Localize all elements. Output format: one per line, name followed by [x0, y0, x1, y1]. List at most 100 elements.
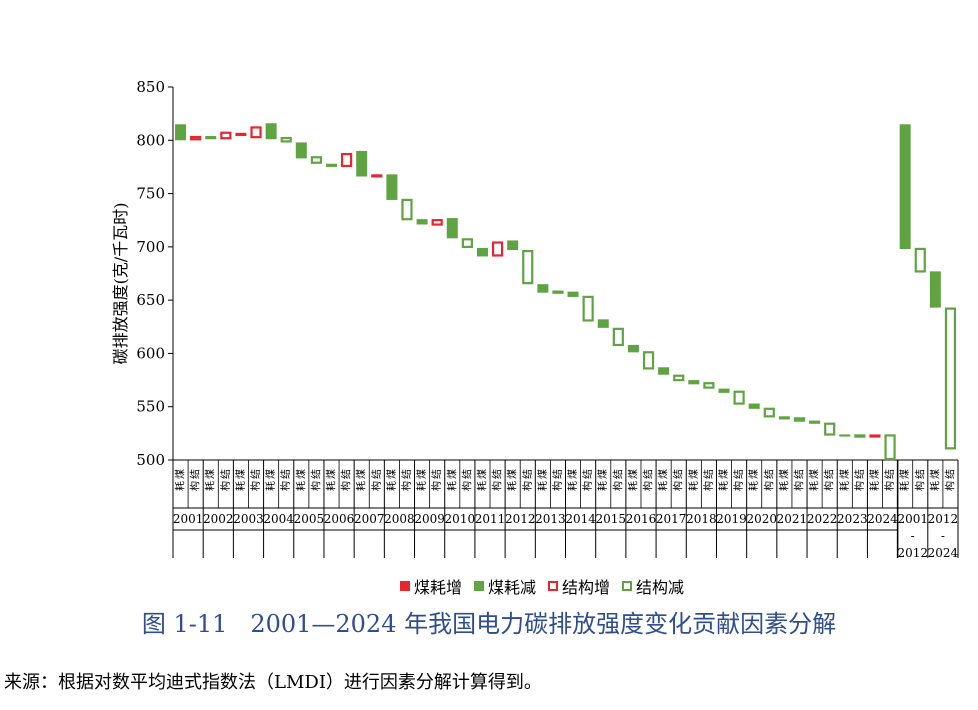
- category-sub-label: 构: [913, 481, 926, 491]
- category-sub-label: 耗: [326, 481, 338, 491]
- category-sub-label: 耗: [386, 481, 398, 491]
- category-sub-label: 耗: [205, 481, 217, 491]
- bar-coal-decrease: [688, 380, 700, 385]
- category-sub-label: 耗: [476, 481, 488, 491]
- category-year-label: 2019: [716, 512, 747, 526]
- category-sub-label: 结: [672, 469, 685, 479]
- category-sub-label: 耗: [537, 481, 549, 491]
- category-sub-label: 煤: [898, 469, 911, 479]
- category-year-label: 2001: [173, 512, 204, 526]
- category-sub-label: 煤: [626, 469, 639, 479]
- bar-structure-decrease: [824, 422, 836, 436]
- bar-structure-increase: [371, 174, 383, 178]
- bar-structure-decrease: [612, 327, 624, 347]
- category-sub-label: 煤: [868, 469, 881, 479]
- bar-structure-decrease: [884, 434, 896, 461]
- category-sub-label: 构: [792, 481, 805, 491]
- bar-coal-decrease: [265, 123, 277, 140]
- bar-coal-decrease: [476, 247, 488, 257]
- category-period-label: -: [941, 529, 945, 543]
- bar-structure-decrease: [401, 198, 413, 221]
- bar-structure-increase: [220, 131, 232, 140]
- category-period-label: 2001: [897, 512, 928, 526]
- category-sub-label: 煤: [204, 469, 217, 479]
- bar-structure-decrease: [673, 374, 685, 382]
- bar-structure-decrease: [280, 136, 292, 143]
- legend-swatch-struct-down: [622, 581, 633, 591]
- category-year-label: 2014: [565, 512, 596, 526]
- category-sub-label: 耗: [899, 481, 911, 491]
- category-sub-label: 结: [430, 469, 443, 479]
- y-tick-label: 750: [136, 185, 165, 203]
- bar-structure-decrease: [793, 417, 806, 422]
- legend-swatch-struct-up: [548, 581, 559, 591]
- category-sub-label: 结: [611, 469, 624, 479]
- category-sub-label: 构: [551, 481, 564, 491]
- bar-coal-decrease: [839, 434, 851, 437]
- category-year-label: 2008: [384, 512, 415, 526]
- bar-coal-decrease: [537, 284, 549, 293]
- bar-structure-decrease: [582, 295, 594, 322]
- figure-number: 图 1-11: [141, 610, 228, 638]
- bar-coal-decrease: [507, 240, 519, 251]
- category-year-label: 2012: [505, 512, 536, 526]
- category-year-label: 2005: [294, 512, 325, 526]
- category-sub-label: 煤: [445, 469, 458, 479]
- category-sub-label: 结: [732, 469, 745, 479]
- legend-swatch-coal-down: [474, 581, 485, 591]
- category-period-label: 2012: [897, 546, 928, 560]
- category-sub-label: 煤: [506, 469, 519, 479]
- category-sub-label: 煤: [475, 469, 488, 479]
- category-year-label: 2011: [475, 512, 506, 526]
- y-tick-label: 650: [136, 291, 165, 309]
- legend-item-struct-down: 结构减: [622, 574, 684, 598]
- category-year-label: 2018: [686, 512, 717, 526]
- bar-structure-decrease: [733, 390, 745, 405]
- bar-structure-increase: [491, 241, 504, 257]
- bar-coal-decrease: [809, 420, 821, 424]
- category-sub-label: 耗: [446, 481, 458, 491]
- category-year-label: 2023: [837, 512, 868, 526]
- y-tick-label: 500: [136, 451, 165, 469]
- category-sub-label: 耗: [929, 481, 941, 491]
- legend-item-coal-up: 煤耗增: [400, 574, 462, 598]
- category-sub-label: 煤: [415, 469, 428, 479]
- bar-coal-increase: [869, 434, 881, 438]
- y-tick-label: 600: [136, 344, 165, 362]
- legend-swatch-coal-up: [400, 581, 410, 591]
- bar-coal-decrease: [386, 174, 398, 200]
- category-sub-label: 结: [400, 469, 413, 479]
- category-year-label: 2013: [535, 512, 566, 526]
- category-sub-label: 结: [279, 469, 292, 479]
- category-year-label: 2009: [414, 512, 445, 526]
- category-sub-label: 耗: [295, 481, 307, 491]
- y-tick-label: 700: [136, 238, 165, 256]
- bar-coal-decrease: [929, 271, 941, 308]
- waterfall-chart: 500550600650700750800850碳排放强度(克/千瓦时)煤耗结构…: [111, 78, 959, 560]
- bar-structure-decrease: [642, 351, 655, 370]
- category-sub-label: 结: [853, 469, 866, 479]
- category-period-label: -: [911, 529, 915, 543]
- bar-coal-decrease: [446, 218, 458, 239]
- caption-gap: [227, 610, 250, 638]
- category-sub-label: 构: [430, 481, 443, 491]
- category-sub-label: 耗: [688, 481, 700, 491]
- bar-structure-decrease: [703, 382, 715, 389]
- category-sub-label: 耗: [416, 481, 428, 491]
- category-sub-label: 煤: [928, 469, 941, 479]
- figure-title: 2001—2024 年我国电力碳排放强度变化贡献因素分解: [250, 610, 837, 638]
- category-sub-label: 构: [370, 481, 383, 491]
- category-sub-label: 耗: [597, 481, 609, 491]
- legend: 煤耗增 煤耗减 结构增 结构减: [400, 574, 696, 598]
- category-period-label: 2012: [928, 512, 959, 526]
- category-sub-label: 耗: [567, 481, 579, 491]
- category-sub-label: 结: [883, 469, 896, 479]
- category-sub-label: 煤: [264, 469, 277, 479]
- category-sub-label: 构: [309, 481, 322, 491]
- category-sub-label: 构: [762, 481, 775, 491]
- category-year-label: 2003: [233, 512, 264, 526]
- category-sub-label: 耗: [809, 481, 821, 491]
- category-year-label: 2024: [867, 512, 898, 526]
- bar-coal-decrease: [326, 163, 338, 167]
- bar-structure-decrease: [854, 434, 866, 438]
